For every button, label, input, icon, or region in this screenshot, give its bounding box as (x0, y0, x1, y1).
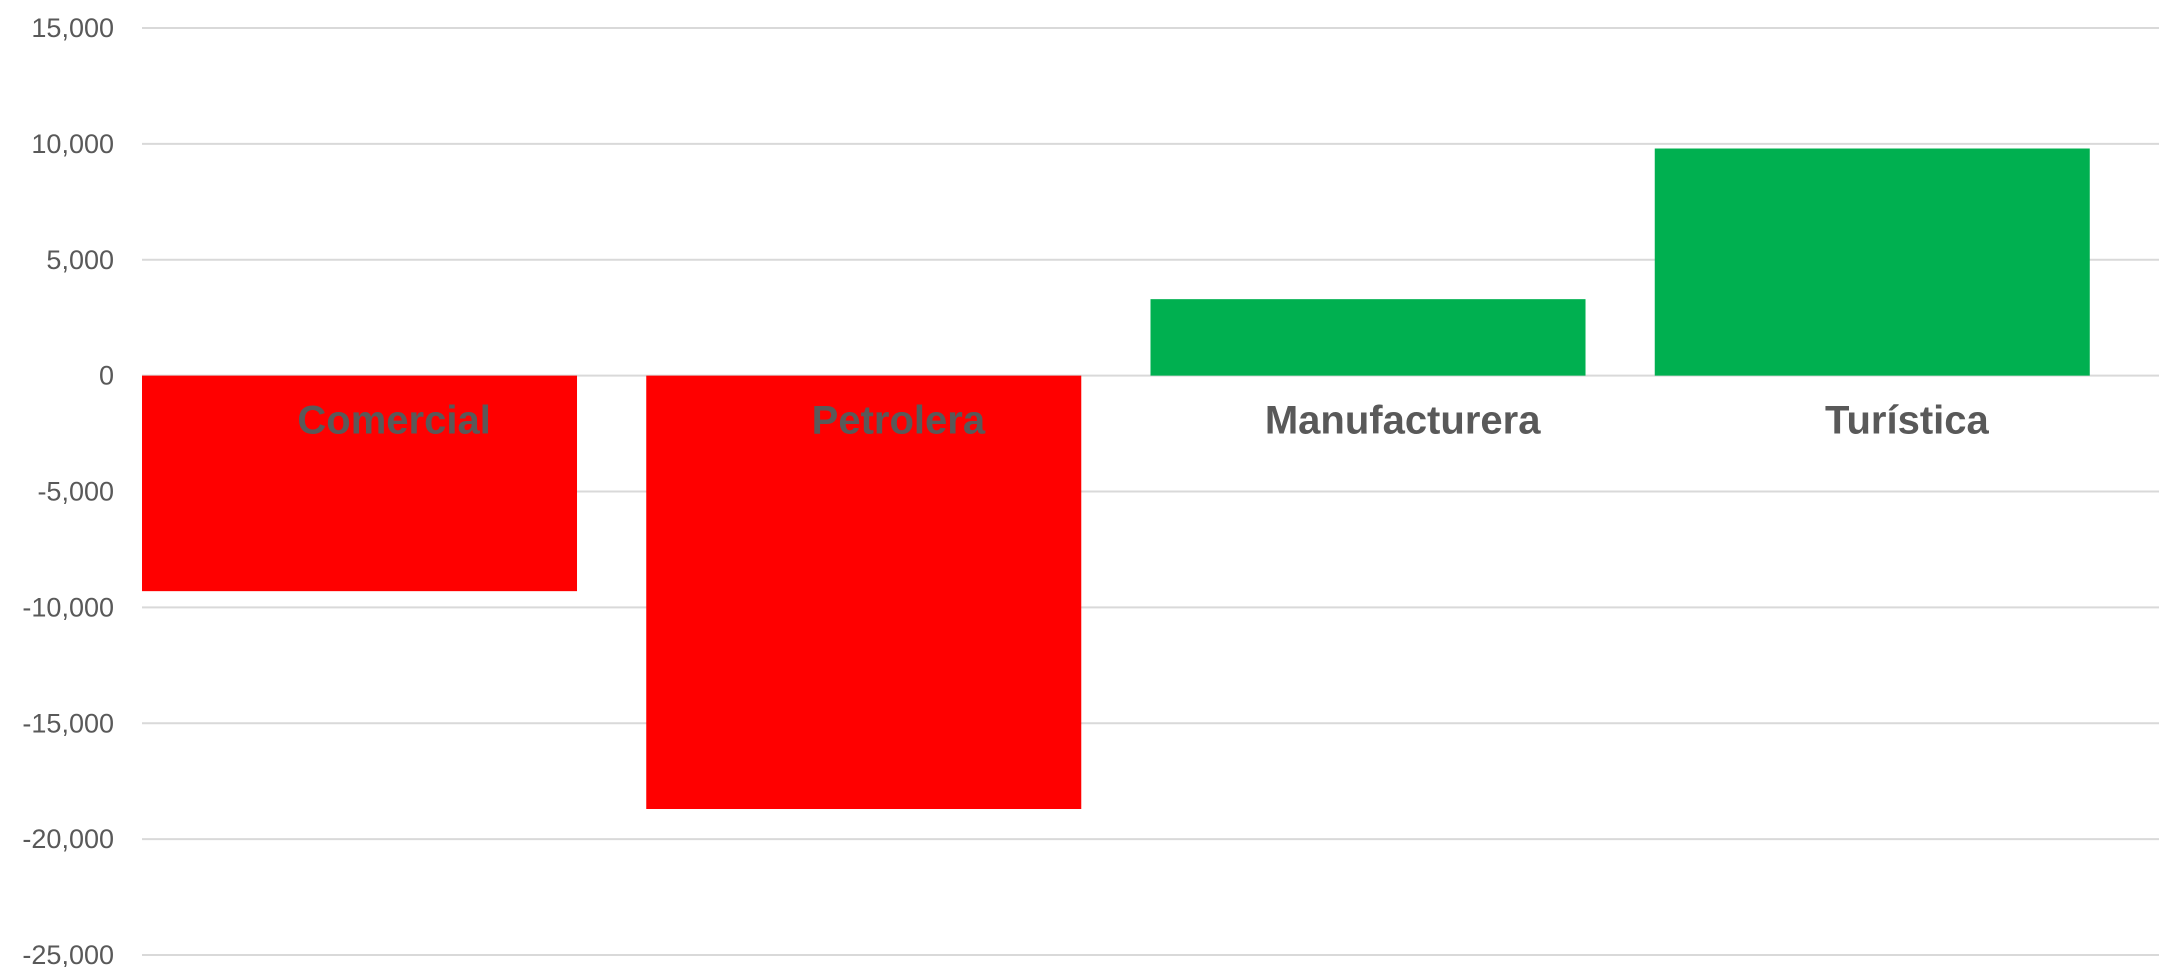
category-label: Turística (1825, 399, 1990, 443)
y-tick-label: -20,000 (22, 824, 114, 854)
category-label: Manufacturera (1265, 399, 1541, 443)
bar-comercial (142, 375, 578, 592)
category-label: Comercial (297, 399, 490, 443)
y-tick-label: -10,000 (22, 592, 114, 622)
bar-turística (1654, 148, 2090, 376)
y-tick-label: 5,000 (46, 245, 114, 275)
y-tick-label: 10,000 (31, 129, 114, 159)
category-labels: Comercial Petrolera Manufacturera Turística (297, 399, 1989, 443)
bar-petrolera (646, 375, 1082, 809)
y-axis-tick-labels: 15,000 10,000 5,000 0 -5,000 -10,000 -15,000 -2… (22, 13, 114, 967)
y-tick-label: -25,000 (22, 940, 114, 967)
y-tick-label: -15,000 (22, 708, 114, 738)
bars (142, 148, 2090, 809)
y-tick-label: 0 (99, 361, 114, 391)
y-tick-label: -5,000 (37, 477, 114, 507)
bar-manufacturera (1150, 299, 1586, 376)
y-tick-label: 15,000 (31, 13, 114, 43)
category-label: Petrolera (812, 399, 986, 443)
